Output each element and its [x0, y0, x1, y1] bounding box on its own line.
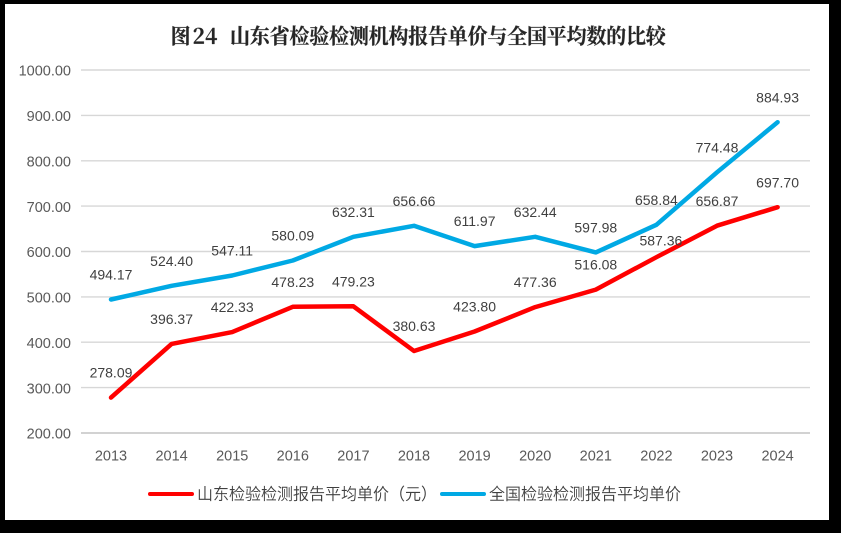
svg-text:516.08: 516.08: [574, 257, 617, 273]
svg-text:580.09: 580.09: [271, 228, 314, 244]
svg-text:600.00: 600.00: [27, 245, 71, 261]
svg-text:656.87: 656.87: [696, 193, 739, 209]
svg-text:2019: 2019: [458, 449, 490, 465]
svg-text:479.23: 479.23: [332, 273, 375, 289]
svg-text:697.70: 697.70: [756, 174, 799, 190]
svg-text:494.17: 494.17: [90, 267, 133, 283]
svg-text:656.66: 656.66: [393, 193, 436, 209]
svg-text:611.97: 611.97: [454, 213, 496, 229]
svg-text:2015: 2015: [216, 449, 248, 465]
svg-text:422.33: 422.33: [211, 299, 254, 315]
svg-text:380.63: 380.63: [393, 318, 436, 334]
svg-text:774.48: 774.48: [696, 139, 739, 155]
svg-text:597.98: 597.98: [574, 220, 617, 236]
svg-text:400.00: 400.00: [27, 336, 71, 352]
svg-text:700.00: 700.00: [27, 200, 71, 216]
svg-text:2022: 2022: [640, 449, 672, 465]
svg-text:547.11: 547.11: [211, 243, 253, 259]
svg-text:2020: 2020: [519, 449, 551, 465]
svg-text:632.31: 632.31: [332, 204, 375, 220]
svg-text:477.36: 477.36: [514, 274, 557, 290]
svg-text:2016: 2016: [277, 449, 309, 465]
svg-text:524.40: 524.40: [150, 253, 193, 269]
svg-text:2013: 2013: [95, 449, 127, 465]
svg-text:2017: 2017: [337, 449, 369, 465]
svg-text:478.23: 478.23: [271, 274, 314, 290]
svg-text:500.00: 500.00: [27, 291, 71, 307]
svg-text:2018: 2018: [398, 449, 430, 465]
svg-text:300.00: 300.00: [27, 381, 71, 397]
svg-text:900.00: 900.00: [27, 109, 71, 125]
svg-text:200.00: 200.00: [27, 427, 71, 443]
svg-text:800.00: 800.00: [27, 154, 71, 170]
svg-text:658.84: 658.84: [635, 192, 678, 208]
svg-text:2014: 2014: [155, 449, 187, 465]
svg-text:396.37: 396.37: [150, 311, 193, 327]
svg-text:2023: 2023: [701, 449, 733, 465]
svg-text:423.80: 423.80: [453, 299, 496, 315]
svg-text:587.36: 587.36: [639, 232, 682, 248]
svg-text:1000.00: 1000.00: [19, 64, 71, 80]
svg-text:2024: 2024: [761, 449, 793, 465]
svg-text:884.93: 884.93: [756, 89, 799, 105]
svg-text:632.44: 632.44: [514, 204, 557, 220]
svg-text:278.09: 278.09: [90, 365, 133, 381]
svg-text:2021: 2021: [580, 449, 612, 465]
